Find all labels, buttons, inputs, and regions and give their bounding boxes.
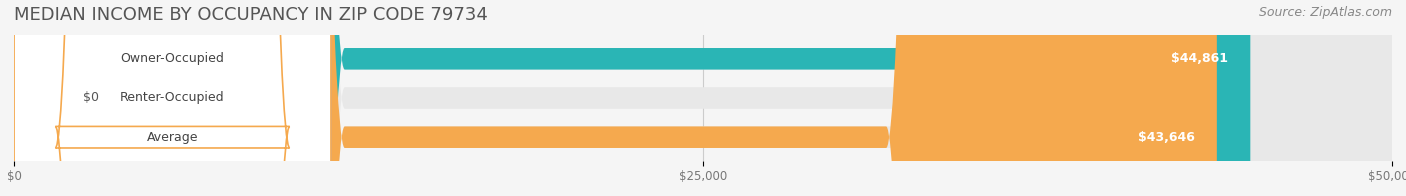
- Text: $43,646: $43,646: [1137, 131, 1195, 144]
- FancyBboxPatch shape: [14, 0, 330, 196]
- Text: Owner-Occupied: Owner-Occupied: [121, 52, 225, 65]
- Text: Average: Average: [146, 131, 198, 144]
- FancyBboxPatch shape: [14, 0, 1392, 196]
- Text: MEDIAN INCOME BY OCCUPANCY IN ZIP CODE 79734: MEDIAN INCOME BY OCCUPANCY IN ZIP CODE 7…: [14, 6, 488, 24]
- Text: $44,861: $44,861: [1171, 52, 1229, 65]
- FancyBboxPatch shape: [14, 0, 1392, 196]
- Text: $0: $0: [83, 92, 98, 104]
- Text: Source: ZipAtlas.com: Source: ZipAtlas.com: [1258, 6, 1392, 19]
- FancyBboxPatch shape: [14, 0, 330, 196]
- Text: Renter-Occupied: Renter-Occupied: [120, 92, 225, 104]
- FancyBboxPatch shape: [14, 0, 1250, 196]
- FancyBboxPatch shape: [14, 0, 1392, 196]
- FancyBboxPatch shape: [14, 0, 48, 196]
- FancyBboxPatch shape: [14, 0, 330, 196]
- FancyBboxPatch shape: [14, 0, 1216, 196]
